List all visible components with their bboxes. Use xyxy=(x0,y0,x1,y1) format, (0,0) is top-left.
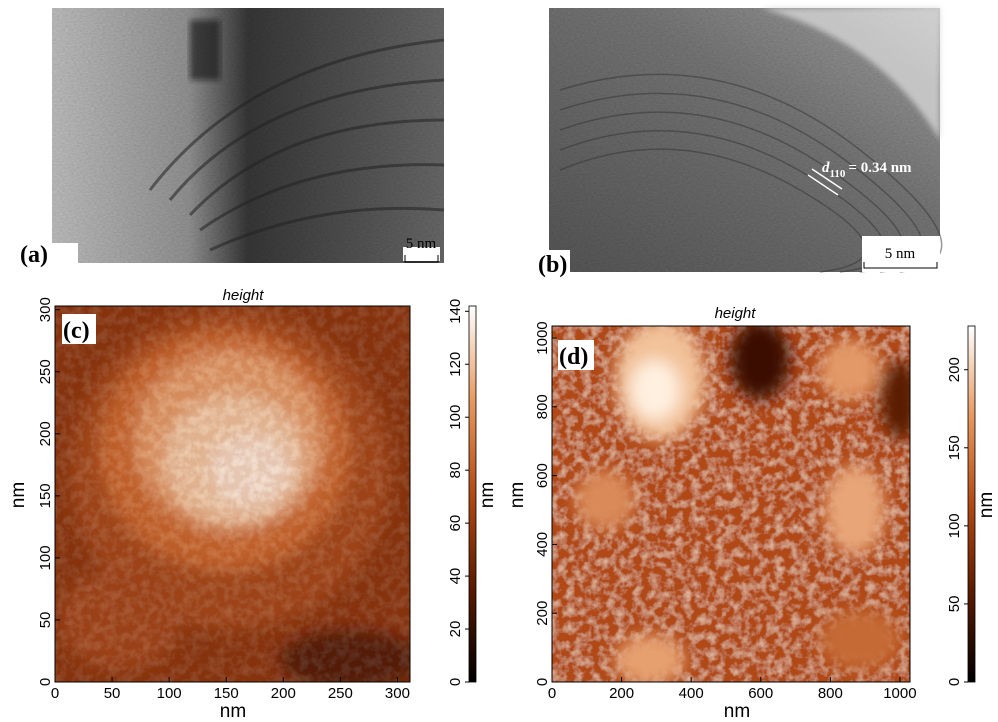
panel-label: (a) xyxy=(20,242,48,268)
y-tick-label: 50 xyxy=(37,612,54,629)
x-tick-label: 0 xyxy=(548,685,556,702)
x-tick-label: 50 xyxy=(104,685,121,702)
y-tick-label: 200 xyxy=(37,421,54,446)
y-tick-label: 400 xyxy=(534,532,551,557)
x-tick-label: 300 xyxy=(385,685,410,702)
y-tick-label: 150 xyxy=(37,483,54,508)
y-tick-label: 600 xyxy=(534,463,551,488)
colorbar-tick-label: 150 xyxy=(946,435,963,460)
colorbar-tick-label: 0 xyxy=(447,678,464,686)
y-axis-label: nm xyxy=(8,482,29,508)
label-bg xyxy=(48,243,78,267)
colorbar-tick-label: 100 xyxy=(447,405,464,430)
panel-label: (d) xyxy=(559,344,588,370)
colorbar-label: nm xyxy=(477,482,498,508)
x-tick-label: 100 xyxy=(157,685,182,702)
plot-title: height xyxy=(223,287,265,304)
colorbar-tick-label: 100 xyxy=(946,513,963,538)
y-tick-label: 300 xyxy=(37,297,54,322)
colorbar-tick-label: 140 xyxy=(447,299,464,324)
x-tick-label: 600 xyxy=(748,685,773,702)
tem-image-a xyxy=(52,8,444,263)
colorbar xyxy=(968,326,975,682)
x-tick-label: 200 xyxy=(271,685,296,702)
x-tick-label: 800 xyxy=(818,685,843,702)
x-tick-label: 150 xyxy=(214,685,239,702)
tem-image-b xyxy=(549,8,942,272)
x-tick-label: 0 xyxy=(51,685,59,702)
y-tick-label: 200 xyxy=(534,601,551,626)
x-tick-label: 400 xyxy=(679,685,704,702)
panel-label: (b) xyxy=(538,252,567,278)
afm-image-d xyxy=(552,320,920,685)
scale-bar-label: 5 nm xyxy=(885,246,916,262)
colorbar-tick-label: 50 xyxy=(946,596,963,613)
y-tick-label: 0 xyxy=(37,678,54,686)
colorbar-label: nm xyxy=(976,492,997,518)
x-axis-label: nm xyxy=(220,701,246,722)
colorbar-tick-label: 0 xyxy=(946,678,963,686)
x-tick-label: 1000 xyxy=(883,685,916,702)
plot-title: height xyxy=(715,305,757,322)
figure: 5 nm (a) d110= 0.34 nm 5 nm (b) (c) xyxy=(0,0,998,722)
y-tick-label: 0 xyxy=(534,678,551,686)
afm-image-c xyxy=(55,306,420,690)
y-tick-label: 100 xyxy=(37,545,54,570)
panel-label: (c) xyxy=(63,318,90,344)
x-axis-label: nm xyxy=(724,701,750,722)
x-tick-label: 250 xyxy=(328,685,353,702)
colorbar-tick-label: 60 xyxy=(447,515,464,532)
colorbar-tick-label: 80 xyxy=(447,462,464,479)
y-tick-label: 800 xyxy=(534,394,551,419)
y-axis-label: nm xyxy=(507,482,528,508)
x-tick-label: 200 xyxy=(609,685,634,702)
colorbar xyxy=(469,306,476,682)
colorbar-tick-label: 120 xyxy=(447,352,464,377)
colorbar-tick-label: 40 xyxy=(447,568,464,585)
y-tick-label: 250 xyxy=(37,359,54,384)
scale-bar-label: 5 nm xyxy=(406,236,437,252)
y-tick-label: 1000 xyxy=(534,321,551,354)
colorbar-tick-label: 200 xyxy=(946,357,963,382)
colorbar-tick-label: 20 xyxy=(447,621,464,638)
